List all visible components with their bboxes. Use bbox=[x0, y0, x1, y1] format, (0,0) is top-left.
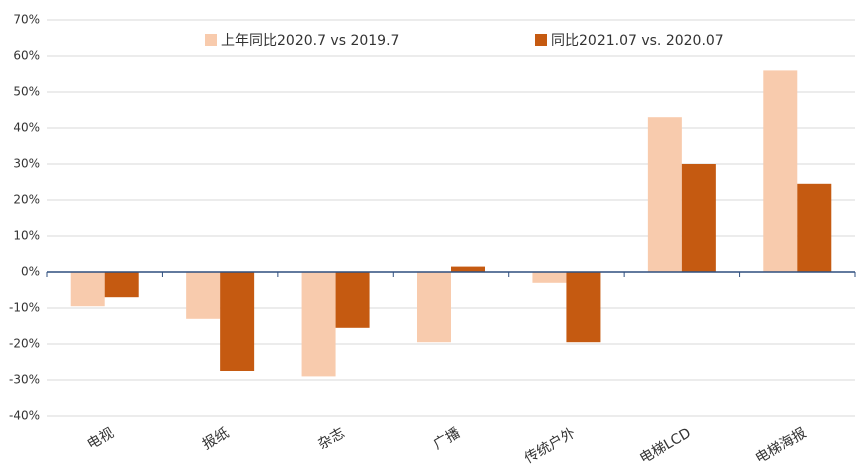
bar bbox=[797, 183, 832, 272]
y-tick-label: 30% bbox=[13, 157, 40, 171]
y-tick-label: -40% bbox=[9, 409, 40, 423]
x-tick-label: 广播 bbox=[431, 425, 463, 453]
bar bbox=[301, 272, 336, 377]
y-tick-label: 60% bbox=[13, 49, 40, 63]
bar bbox=[763, 70, 798, 273]
legend-label: 同比2021.07 vs. 2020.07 bbox=[551, 33, 724, 49]
y-tick-label: 20% bbox=[13, 193, 40, 207]
y-tick-label: 10% bbox=[13, 229, 40, 243]
x-tick-label: 传统户外 bbox=[521, 424, 578, 467]
bar bbox=[532, 272, 567, 283]
legend-label: 上年同比2020.7 vs 2019.7 bbox=[221, 33, 399, 49]
y-tick-label: -30% bbox=[9, 373, 40, 387]
x-tick-label: 电梯海报 bbox=[753, 425, 809, 467]
bar bbox=[681, 164, 716, 272]
y-tick-label: 70% bbox=[13, 13, 40, 27]
x-tick-label: 电梯LCD bbox=[637, 425, 694, 467]
y-tick-label: -20% bbox=[9, 337, 40, 351]
bar bbox=[647, 117, 682, 272]
bar bbox=[335, 272, 370, 328]
x-tick-label: 电视 bbox=[84, 425, 116, 453]
bar bbox=[566, 272, 601, 343]
legend-swatch bbox=[535, 34, 547, 46]
x-tick-label: 报纸 bbox=[200, 425, 232, 453]
y-tick-label: 40% bbox=[13, 121, 40, 135]
y-tick-label: -10% bbox=[9, 301, 40, 315]
legend-swatch bbox=[205, 34, 217, 46]
bar bbox=[417, 272, 451, 343]
bar bbox=[186, 272, 221, 319]
bar bbox=[451, 266, 485, 272]
x-tick-label: 杂志 bbox=[315, 425, 347, 453]
bar bbox=[104, 272, 139, 298]
y-tick-label: 0% bbox=[21, 265, 40, 279]
y-tick-label: 50% bbox=[13, 85, 40, 99]
bar bbox=[70, 272, 105, 307]
bar bbox=[220, 272, 255, 371]
